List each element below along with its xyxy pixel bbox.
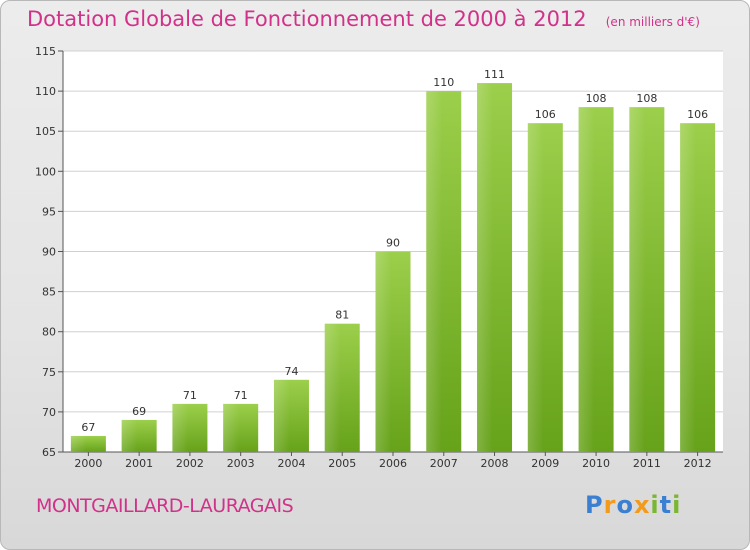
bar-highlight xyxy=(324,323,341,452)
x-tick-label: 2008 xyxy=(481,457,509,470)
bar-highlight xyxy=(527,123,544,453)
chart-title: Dotation Globale de Fonctionnement de 20… xyxy=(27,7,587,31)
y-tick-label: 85 xyxy=(42,286,56,299)
y-tick-label: 95 xyxy=(42,205,56,218)
data-label: 111 xyxy=(484,68,505,81)
data-label: 69 xyxy=(132,405,146,418)
bar-highlight xyxy=(223,403,239,452)
data-label: 67 xyxy=(81,421,95,434)
data-label: 106 xyxy=(535,108,556,121)
x-tick-label: 2006 xyxy=(379,457,407,470)
bar-highlight xyxy=(426,91,443,452)
logo-letter: x xyxy=(633,491,651,519)
logo-letter: P xyxy=(585,491,604,519)
y-tick-label: 105 xyxy=(35,125,56,138)
y-tick-label: 115 xyxy=(35,45,56,58)
x-tick-label: 2010 xyxy=(582,457,610,470)
x-tick-label: 2005 xyxy=(328,457,356,470)
x-tick-label: 2000 xyxy=(74,457,102,470)
bar-highlight xyxy=(70,435,87,452)
data-label: 108 xyxy=(586,92,607,105)
x-tick-label: 2002 xyxy=(176,457,204,470)
bar-highlight xyxy=(680,123,696,453)
data-label: 90 xyxy=(386,237,400,250)
x-tick-label: 2007 xyxy=(430,457,458,470)
x-tick-label: 2012 xyxy=(684,457,712,470)
bar-highlight xyxy=(629,107,646,452)
y-tick-label: 110 xyxy=(35,85,56,98)
data-label: 108 xyxy=(636,92,657,105)
bar-highlight xyxy=(273,379,290,452)
chart-unit: (en milliers d'€) xyxy=(605,15,700,29)
x-tick-label: 2001 xyxy=(125,457,153,470)
data-label: 74 xyxy=(284,365,298,378)
logo-letter: i xyxy=(672,491,682,519)
bar-highlight xyxy=(375,251,392,452)
data-label: 71 xyxy=(183,389,197,402)
logo-letter: t xyxy=(659,491,673,519)
y-tick-label: 70 xyxy=(42,406,56,419)
data-label: 81 xyxy=(335,309,349,322)
chart-title-row: Dotation Globale de Fonctionnement de 20… xyxy=(27,7,700,31)
y-tick-label: 100 xyxy=(35,165,56,178)
logo-letter: r xyxy=(603,491,617,519)
data-label: 71 xyxy=(234,389,248,402)
commune-name: MONTGAILLARD-LAURAGAIS xyxy=(36,495,294,517)
x-tick-label: 2009 xyxy=(531,457,559,470)
x-tick-label: 2003 xyxy=(227,457,255,470)
bar-highlight xyxy=(172,403,189,452)
data-label: 110 xyxy=(433,76,454,89)
bar-highlight xyxy=(121,419,138,452)
y-tick-label: 80 xyxy=(42,326,56,339)
y-tick-label: 75 xyxy=(42,366,56,379)
bar-highlight xyxy=(578,107,595,452)
proxiti-logo: Proxiti xyxy=(585,491,681,519)
data-label: 106 xyxy=(687,108,708,121)
y-tick-label: 90 xyxy=(42,246,56,259)
y-tick-label: 65 xyxy=(42,446,56,459)
logo-letter: i xyxy=(650,491,660,519)
logo-letter: o xyxy=(616,491,634,519)
x-tick-label: 2011 xyxy=(633,457,661,470)
x-tick-label: 2004 xyxy=(277,457,305,470)
bar-highlight xyxy=(477,83,493,452)
